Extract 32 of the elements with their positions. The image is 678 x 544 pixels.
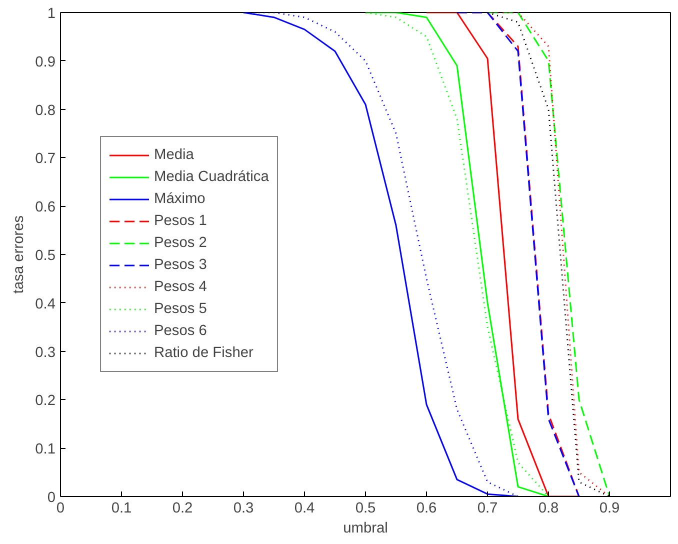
legend-label: Pesos 5: [154, 301, 207, 317]
y-axis-title: tasa errores: [11, 215, 28, 294]
x-tick-label: 0.7: [477, 500, 498, 516]
legend-label: Media Cuadrática: [154, 169, 269, 185]
legend-label: Pesos 6: [154, 323, 207, 339]
x-tick-label: 0.3: [233, 500, 254, 516]
y-tick-label: 0: [47, 490, 56, 506]
x-tick-label: 0.4: [294, 500, 315, 516]
y-tick-label: 0.9: [35, 54, 56, 70]
y-tick-label: 0.2: [35, 393, 56, 410]
y-tick-label: 0.8: [35, 102, 56, 119]
y-tick-label: 0.4: [35, 296, 56, 312]
x-tick-label: 0.5: [355, 500, 376, 516]
x-tick-label: 0.9: [599, 500, 620, 516]
x-tick-label: 0.1: [111, 500, 132, 516]
legend-label: Ratio de Fisher: [154, 345, 254, 361]
y-tick-label: 1: [47, 6, 56, 22]
x-tick-label: 0.2: [172, 500, 193, 516]
legend-label: Media: [154, 147, 194, 163]
x-axis-title: umbral: [343, 520, 388, 536]
x-tick-label: 0.6: [416, 500, 437, 516]
y-tick-label: 0.5: [35, 248, 56, 264]
legend-label: Pesos 2: [154, 235, 207, 251]
y-tick-label: 0.6: [35, 200, 56, 216]
y-tick-label: 0.7: [35, 151, 56, 168]
x-tick-label: 0.8: [538, 500, 559, 516]
legend-label: Pesos 4: [154, 279, 207, 295]
legend-label: Pesos 3: [154, 257, 207, 273]
y-tick-label: 0.3: [35, 344, 56, 361]
legend-label: Pesos 1: [154, 213, 207, 229]
y-tick-label: 0.1: [35, 442, 56, 458]
legend-label: Máximo: [154, 191, 206, 207]
